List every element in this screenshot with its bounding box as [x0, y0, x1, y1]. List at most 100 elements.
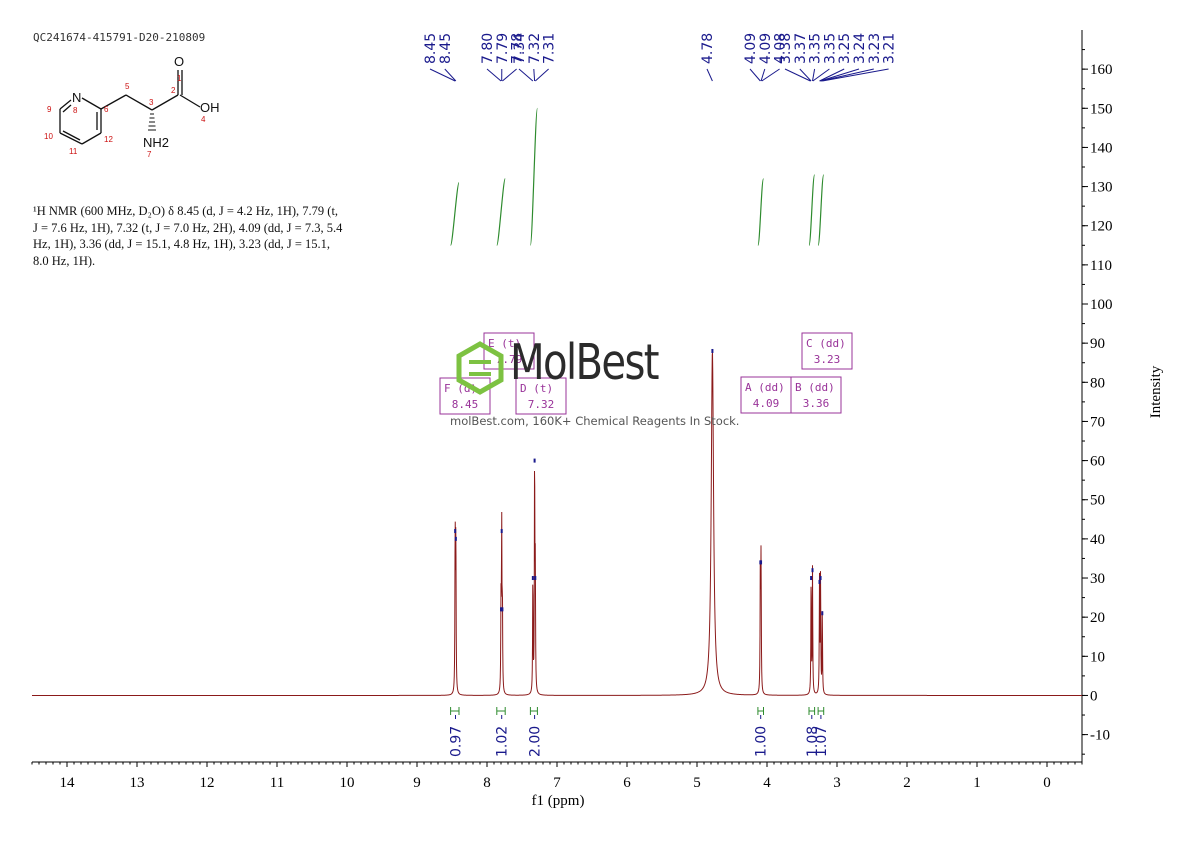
peak-marker: [760, 560, 763, 565]
peak-label: 3.23: [867, 33, 883, 64]
integral-value: 2.00: [528, 726, 544, 757]
atom-number: 8: [73, 106, 78, 115]
multiplet-shift: 3.36: [803, 397, 830, 410]
peak-label-leader: [761, 68, 780, 82]
peak-label: 7.78: [510, 33, 526, 64]
peak-label-leader: [812, 68, 830, 82]
nmr-description-line: 8.0 Hz, 1H).: [33, 253, 96, 268]
y-tick-label: 80: [1090, 375, 1105, 391]
peak-label-leader: [444, 68, 457, 82]
spectrum-trace: [32, 352, 1082, 696]
multiplet-label: B (dd): [795, 381, 835, 394]
x-tick-label: 9: [413, 775, 421, 791]
integral-curve: [757, 178, 765, 246]
x-tick-label: 4: [763, 775, 771, 791]
y-tick-label: 160: [1090, 62, 1113, 78]
integral-value: 0.97: [449, 726, 465, 757]
peak-marker: [821, 611, 824, 616]
x-tick-label: 2: [903, 775, 911, 791]
peak-marker: [810, 576, 813, 581]
peak-label: 3.24: [852, 33, 868, 64]
peak-label-leader: [799, 68, 812, 82]
integral-curve: [817, 174, 825, 246]
atom-number: 2: [171, 86, 176, 95]
peak-marker: [500, 607, 502, 612]
peak-label: 4.09: [758, 33, 774, 64]
peak-marker: [501, 607, 504, 612]
peak-label-leader: [820, 68, 874, 82]
peak-label: 8.45: [423, 33, 439, 64]
y-tick-label: -10: [1090, 728, 1110, 744]
peak-marker: [500, 529, 503, 534]
x-tick-label: 1: [973, 775, 981, 791]
integral-value: 1.08: [805, 726, 821, 757]
atom-number: 5: [125, 82, 130, 91]
peak-label-leader: [784, 68, 811, 82]
y-tick-label: 100: [1090, 297, 1113, 313]
sample-id: QC241674-415791-D20-210809: [33, 31, 206, 44]
multiplet-shift: 4.09: [753, 397, 780, 410]
peak-label-leader: [749, 68, 761, 82]
y-tick-label: 20: [1090, 610, 1105, 626]
peak-marker: [818, 579, 821, 584]
y-tick-label: 40: [1090, 532, 1105, 548]
nmr-description-line: J = 7.6 Hz, 1H), 7.32 (t, J = 7.0 Hz, 2H…: [33, 220, 343, 235]
multiplet-shift: 7.32: [528, 398, 555, 411]
nmr-description-line: Hz, 1H), 3.36 (dd, J = 15.1, 4.8 Hz, 1H)…: [33, 237, 331, 251]
peak-label-leader: [534, 68, 549, 82]
peak-label-leader: [429, 68, 456, 82]
atom-label-nh2: NH2: [143, 135, 169, 150]
peak-label-leader: [706, 68, 713, 82]
y-axis-title: Intensity: [1148, 365, 1164, 418]
nmr-description: ¹H NMR (600 MHz, D₂O) δ 8.45 (d, J = 4.2…: [33, 203, 393, 269]
peak-label: 3.38: [778, 33, 794, 64]
watermark-name: MolBest: [510, 334, 660, 391]
peak-label-leader: [486, 68, 502, 82]
peak-label: 7.80: [480, 33, 496, 64]
x-tick-label: 11: [270, 775, 284, 791]
integral-curve: [808, 174, 816, 246]
integral-curve: [529, 107, 538, 246]
multiplet-box: [790, 376, 842, 414]
integral-curve: [496, 178, 506, 246]
molbest-logo-icon: [456, 341, 504, 395]
x-tick-label: 12: [200, 775, 215, 791]
molecule-structure: N O OH NH2 1 2 3 4 5 6 7 8 9 10 11 12: [44, 54, 220, 159]
x-tick-label: 3: [833, 775, 841, 791]
watermark: MolBest: [452, 334, 660, 401]
atom-number: 10: [44, 132, 53, 141]
y-tick-label: 130: [1090, 180, 1113, 196]
peak-label-leader: [533, 68, 536, 82]
peak-label: 7.31: [542, 33, 558, 64]
peak-label: 4.09: [743, 33, 759, 64]
peak-label-leader: [812, 68, 816, 82]
peak-label: 4.08: [773, 33, 789, 64]
nmr-description-line: ¹H NMR (600 MHz, D₂O) δ 8.45 (d, J = 4.2…: [33, 204, 339, 218]
peak-label: 3.21: [882, 33, 898, 64]
multiplet-label: C (dd): [806, 337, 846, 350]
atom-number: 3: [149, 98, 154, 107]
peak-marker: [454, 536, 457, 541]
atom-number: 12: [104, 135, 113, 144]
peak-marker: [534, 576, 537, 581]
atom-number: 4: [201, 115, 206, 124]
peak-marker: [811, 568, 814, 573]
watermark-text: molBest.com, 160K+ Chemical Reagents In …: [450, 414, 740, 428]
peak-marker: [454, 529, 457, 534]
peak-label-leader: [822, 68, 889, 82]
y-tick-label: 150: [1090, 101, 1113, 117]
peak-marker: [711, 348, 714, 353]
multiplet-shift: 3.23: [814, 353, 841, 366]
peak-marker: [531, 576, 534, 581]
atom-number: 1: [177, 74, 182, 83]
multiplet-box: [515, 377, 567, 415]
y-tick-label: 70: [1090, 414, 1105, 430]
x-tick-label: 10: [340, 775, 355, 791]
y-tick-label: 10: [1090, 649, 1105, 665]
peak-label: 3.35: [822, 33, 838, 64]
atom-number: 7: [147, 150, 152, 159]
peak-marker: [533, 458, 536, 463]
peak-label: 7.34: [512, 33, 528, 64]
peak-label-leader: [760, 68, 766, 82]
